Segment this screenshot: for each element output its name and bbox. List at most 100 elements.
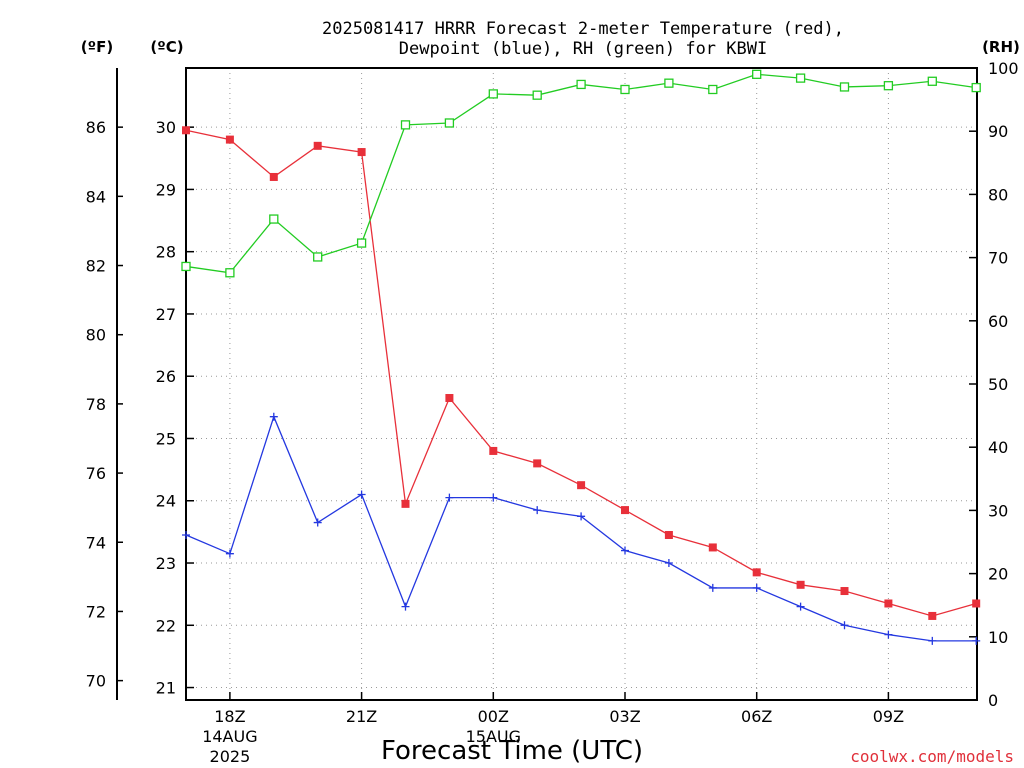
temperature-point bbox=[752, 568, 761, 577]
data-series bbox=[181, 69, 981, 645]
rh-point bbox=[883, 81, 894, 91]
dewpoint-point bbox=[972, 636, 981, 645]
rh-point bbox=[181, 261, 191, 272]
temperature-point bbox=[401, 499, 410, 508]
fahrenheit-tick-label: 70 bbox=[86, 672, 106, 691]
credit-text: coolwx.com/models bbox=[850, 747, 1014, 766]
rh-unit-label: (RH) bbox=[982, 38, 1020, 56]
temperature-point bbox=[445, 394, 454, 403]
dewpoint-point bbox=[796, 602, 805, 611]
dewpoint-point bbox=[489, 493, 498, 502]
x-axis-label: Forecast Time (UTC) bbox=[381, 736, 643, 766]
x-tick-label: 00Z bbox=[478, 707, 509, 726]
fahrenheit-tick-label: 76 bbox=[86, 464, 106, 483]
fahrenheit-tick-label: 86 bbox=[86, 118, 106, 137]
dewpoint-point bbox=[357, 490, 366, 499]
temperature-point bbox=[928, 611, 937, 620]
rh-point bbox=[752, 69, 762, 79]
x-tick-date-label: 14AUG bbox=[202, 727, 257, 746]
rh-point bbox=[576, 79, 586, 90]
temperature-point bbox=[664, 530, 673, 539]
rh-tick-label: 50 bbox=[988, 375, 1008, 394]
chart-title-line1: 2025081417 HRRR Forecast 2-meter Tempera… bbox=[322, 19, 844, 39]
fahrenheit-tick-label: 84 bbox=[86, 187, 106, 206]
rh-tick-label: 20 bbox=[988, 565, 1008, 584]
dewpoint-point bbox=[577, 512, 586, 521]
rh-tick-label: 60 bbox=[988, 312, 1008, 331]
rh-tick-label: 70 bbox=[988, 249, 1008, 268]
rh-point bbox=[356, 238, 367, 248]
fahrenheit-tick-label: 78 bbox=[86, 395, 106, 414]
temperature-point bbox=[708, 543, 717, 552]
temperature-point bbox=[621, 506, 629, 515]
dewpoint-point bbox=[401, 602, 410, 611]
dewpoint-point bbox=[664, 559, 673, 568]
axes bbox=[116, 67, 978, 701]
celsius-tick-label: 28 bbox=[156, 243, 176, 262]
rh-point bbox=[664, 78, 674, 88]
fahrenheit-unit-label: (ºF) bbox=[81, 38, 113, 56]
temperature-point bbox=[225, 135, 234, 144]
dewpoint-point bbox=[225, 549, 234, 558]
grid-lines bbox=[186, 68, 977, 700]
rh-point bbox=[225, 268, 235, 278]
rh-tick-label: 0 bbox=[988, 691, 998, 710]
dewpoint-point bbox=[445, 493, 454, 502]
temperature-line bbox=[185, 129, 977, 617]
temperature-point bbox=[182, 126, 190, 135]
rh-tick-label: 10 bbox=[988, 628, 1008, 647]
temperature-point bbox=[313, 141, 322, 150]
rh-tick-label: 90 bbox=[988, 122, 1008, 141]
celsius-tick-label: 24 bbox=[156, 492, 176, 511]
temperature-point bbox=[489, 446, 498, 455]
x-tick-date-label: 15AUG bbox=[466, 727, 521, 746]
celsius-tick-label: 22 bbox=[156, 616, 176, 635]
rh-point bbox=[400, 120, 411, 130]
dewpoint-point bbox=[708, 583, 717, 592]
temperature-point bbox=[577, 481, 586, 490]
celsius-tick-label: 21 bbox=[156, 679, 176, 698]
x-tick-label: 06Z bbox=[741, 707, 772, 726]
celsius-tick-label: 26 bbox=[156, 367, 176, 386]
rh-tick-label: 40 bbox=[988, 438, 1008, 457]
dewpoint-point bbox=[269, 412, 278, 421]
rh-point bbox=[313, 252, 323, 262]
rh-point bbox=[795, 73, 806, 83]
rh-tick-label: 100 bbox=[988, 59, 1019, 78]
temperature-point bbox=[840, 587, 849, 596]
rh-point bbox=[444, 118, 455, 128]
plot-frame bbox=[185, 67, 978, 701]
dewpoint-point bbox=[621, 546, 629, 555]
rh-point bbox=[927, 76, 937, 86]
x-tick-label: 09Z bbox=[873, 707, 904, 726]
fahrenheit-tick-label: 72 bbox=[86, 602, 106, 621]
celsius-tick-label: 25 bbox=[156, 429, 176, 448]
temperature-point bbox=[269, 172, 278, 181]
rh-point bbox=[269, 214, 279, 224]
rh-point bbox=[708, 84, 718, 95]
celsius-tick-label: 23 bbox=[156, 554, 176, 573]
temperature-point bbox=[357, 148, 366, 157]
rh-point bbox=[839, 82, 850, 92]
temperature-point bbox=[972, 599, 981, 608]
chart-title-line2: Dewpoint (blue), RH (green) for KBWI bbox=[399, 39, 767, 59]
rh-point bbox=[620, 84, 630, 95]
celsius-tick-label: 30 bbox=[156, 118, 176, 137]
celsius-unit-label: (ºC) bbox=[150, 38, 183, 56]
dewpoint-point bbox=[928, 636, 937, 645]
fahrenheit-tick-label: 74 bbox=[86, 533, 106, 552]
dewpoint-line bbox=[185, 414, 977, 642]
x-tick-label: 03Z bbox=[609, 707, 640, 726]
x-tick-label: 21Z bbox=[346, 707, 377, 726]
fahrenheit-tick-label: 80 bbox=[86, 326, 106, 345]
celsius-tick-label: 27 bbox=[156, 305, 176, 324]
dewpoint-point bbox=[752, 583, 761, 592]
celsius-tick-label: 29 bbox=[156, 180, 176, 199]
dewpoint-point bbox=[533, 506, 542, 515]
dewpoint-point bbox=[182, 530, 190, 539]
temperature-point bbox=[533, 459, 542, 468]
temperature-point bbox=[796, 580, 805, 589]
rh-point bbox=[532, 90, 542, 100]
